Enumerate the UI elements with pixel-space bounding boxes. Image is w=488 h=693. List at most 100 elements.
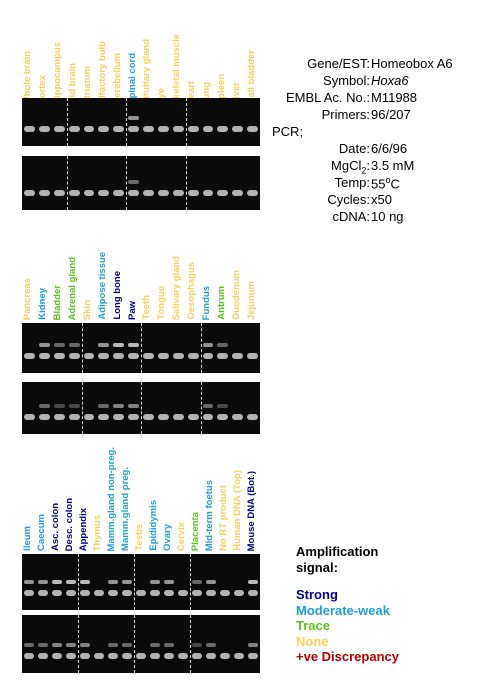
gel-image — [22, 382, 260, 434]
primer-band — [192, 653, 202, 659]
primer-band — [150, 590, 160, 596]
product-band — [122, 580, 132, 584]
product-band — [68, 343, 80, 347]
lane-label: Bladder — [52, 284, 64, 320]
lane-label: Antrum — [215, 286, 227, 320]
temp-unit: C — [390, 176, 400, 192]
product-band — [122, 643, 132, 647]
primer-band — [53, 353, 65, 359]
primer-band — [68, 353, 80, 359]
temp-value: 55oC — [371, 175, 400, 191]
primer-band — [66, 653, 76, 659]
primer-band — [52, 590, 62, 596]
primer-band — [232, 126, 244, 132]
product-band — [128, 343, 139, 347]
lane-label: Tongue — [156, 286, 168, 320]
lane-labels-3: Ileum Caecum Asc. colon Desc. colon Appendix… — [22, 447, 260, 552]
pcr-label: PCR; — [272, 124, 304, 139]
primer-band — [98, 414, 110, 420]
lane-label: Jejunum — [245, 280, 257, 320]
primer-band — [217, 190, 229, 196]
primer-band — [128, 126, 139, 132]
primer-band — [143, 353, 154, 359]
lane-label: Asc. colon — [50, 502, 61, 551]
product-band — [24, 580, 34, 584]
lane-label: Thymus — [92, 514, 103, 551]
lane-separator — [81, 323, 83, 373]
primer-band — [53, 414, 65, 420]
primer-band — [128, 190, 139, 196]
cdna-value: 10 ng — [371, 209, 404, 224]
lane-separator — [66, 156, 68, 210]
product-band — [80, 643, 90, 647]
lane-separator — [141, 323, 142, 373]
lane-label: Hippocampus — [52, 42, 64, 105]
primers-value: 96/207 — [371, 107, 411, 122]
primer-band — [68, 414, 80, 420]
product-band — [113, 404, 125, 408]
gene-key: Gene/EST: — [307, 56, 370, 71]
lane-label: Mamm.gland non-preg. — [106, 446, 117, 552]
primer-band — [122, 653, 132, 659]
primer-band — [172, 190, 184, 196]
primer-band — [234, 590, 244, 596]
primer-band — [172, 126, 184, 132]
product-band — [38, 404, 50, 408]
lane-label: Pituitary gland — [141, 39, 153, 105]
product-band — [53, 343, 65, 347]
legend-discrepancy: +ve Discrepancy — [296, 649, 399, 664]
lane-labels-1: Whole brain Cortex Hippocampus Mid brain Str… — [22, 5, 260, 105]
primer-band — [83, 353, 95, 359]
primer-band — [53, 126, 65, 132]
product-band — [248, 643, 258, 647]
primer-band — [143, 126, 154, 132]
primer-band — [206, 653, 216, 659]
primer-band — [217, 414, 229, 420]
primer-band — [247, 126, 258, 132]
lane-label: Duodenum — [230, 270, 242, 320]
primer-band — [24, 126, 35, 132]
cycles-value: x50 — [371, 192, 392, 207]
lane-label: Epididymis — [148, 500, 159, 551]
lane-label: Testis — [134, 524, 145, 551]
primer-band — [248, 590, 258, 596]
primer-band — [157, 190, 169, 196]
primer-band — [178, 590, 188, 596]
lane-separator — [126, 98, 128, 146]
embl-value: M11988 — [371, 90, 418, 105]
primer-band — [66, 590, 76, 596]
temp-key: Temp: — [334, 175, 370, 190]
primer-band — [157, 353, 169, 359]
primer-band — [38, 653, 48, 659]
primer-band — [202, 126, 214, 132]
lane-separator — [78, 554, 79, 610]
primer-band — [24, 590, 34, 596]
primer-band — [53, 190, 65, 196]
gene-value: Homeobox A6 — [371, 56, 453, 71]
gel-image — [22, 98, 260, 146]
primer-band — [83, 126, 95, 132]
product-band — [53, 404, 65, 408]
primer-band — [68, 190, 80, 196]
legend-moderate: Moderate-weak — [296, 602, 390, 618]
primer-band — [122, 590, 132, 596]
product-band — [217, 404, 229, 408]
primer-band — [136, 653, 146, 659]
primer-band — [217, 353, 229, 359]
product-band — [80, 580, 90, 584]
product-band — [206, 643, 216, 647]
primer-band — [232, 414, 244, 420]
mgcl-colon: : — [366, 158, 370, 173]
lane-separator — [185, 156, 187, 210]
lane-separator — [126, 156, 128, 210]
lane-label: Skeletal muscle — [171, 33, 183, 105]
product-band — [38, 643, 48, 647]
lane-separator — [200, 382, 202, 434]
primer-band — [113, 126, 125, 132]
primer-band — [94, 590, 104, 596]
lane-label: Cervix — [176, 521, 187, 551]
mgcl-value: 3.5 mM — [371, 158, 415, 173]
primer-band — [113, 414, 125, 420]
primer-band — [164, 590, 174, 596]
legend-title-1: Amplification — [296, 544, 379, 559]
